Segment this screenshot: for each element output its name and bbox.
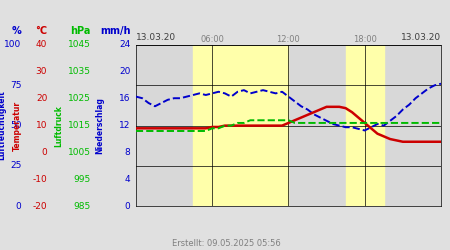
Text: 1035: 1035 [68, 67, 91, 76]
Text: Luftdruck: Luftdruck [54, 105, 63, 146]
Text: 995: 995 [74, 175, 91, 184]
Text: %: % [12, 26, 22, 36]
Text: 75: 75 [10, 81, 22, 90]
Text: 8: 8 [125, 148, 130, 157]
Text: 20: 20 [119, 67, 130, 76]
Text: 25: 25 [10, 162, 22, 170]
Text: °C: °C [35, 26, 47, 36]
Text: 985: 985 [74, 202, 91, 211]
Text: 1045: 1045 [68, 40, 91, 50]
Text: 24: 24 [119, 40, 130, 50]
Text: 4: 4 [125, 175, 130, 184]
Text: 0: 0 [125, 202, 130, 211]
Text: 0: 0 [41, 148, 47, 157]
Text: 12: 12 [119, 121, 130, 130]
Text: Niederschlag: Niederschlag [95, 97, 104, 154]
Text: 40: 40 [36, 40, 47, 50]
Text: 13.03.20: 13.03.20 [401, 34, 441, 42]
Text: 20: 20 [36, 94, 47, 103]
Text: 1015: 1015 [68, 121, 91, 130]
Text: 13.03.20: 13.03.20 [136, 34, 176, 42]
Text: Luftfeuchtigkeit: Luftfeuchtigkeit [0, 91, 6, 160]
Text: Erstellt: 09.05.2025 05:56: Erstellt: 09.05.2025 05:56 [172, 238, 281, 248]
Text: -20: -20 [32, 202, 47, 211]
Text: 30: 30 [36, 67, 47, 76]
Text: mm/h: mm/h [100, 26, 130, 36]
Text: hPa: hPa [71, 26, 91, 36]
Bar [346, 45, 384, 206]
Text: 1005: 1005 [68, 148, 91, 157]
Bar [193, 45, 288, 206]
Text: -10: -10 [32, 175, 47, 184]
Text: 1025: 1025 [68, 94, 91, 103]
Text: 10: 10 [36, 121, 47, 130]
Text: 0: 0 [16, 202, 22, 211]
Text: 50: 50 [10, 121, 22, 130]
Text: Temperatur: Temperatur [13, 100, 22, 151]
Text: 16: 16 [119, 94, 130, 103]
Text: 100: 100 [4, 40, 22, 50]
